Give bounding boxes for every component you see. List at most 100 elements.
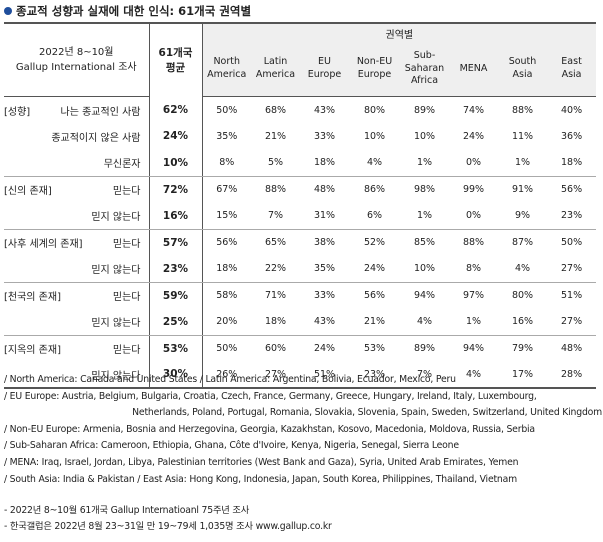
page-title: 종교적 성향과 실재에 대한 인식: 61개국 권역별: [4, 3, 251, 19]
value-cell: 43%: [300, 308, 349, 336]
value-cell: 24%: [313, 343, 336, 354]
note-line: / South Asia: India & Pakistan / East As…: [4, 473, 517, 485]
value-cell: 17%: [498, 361, 547, 389]
row-response: 믿지 않는다: [91, 265, 141, 276]
value-cell: 10%: [363, 130, 386, 142]
value-cell: 51%: [300, 361, 349, 389]
value-cell: 56%: [216, 237, 238, 248]
value-cell: 50%: [216, 343, 238, 354]
value-cell: 87%: [511, 237, 534, 248]
value-cell: 86%: [363, 184, 386, 195]
table-row: 믿지 않는다 30% 26% 27% 51% 23% 7% 4% 17% 28%: [4, 361, 597, 389]
avg-cell: 53%: [148, 335, 203, 362]
table-row: [성향] 나는 종교적인 사람 62% 50% 68% 43% 80% 89% 74% 88% 40…: [4, 96, 596, 123]
value-cell: 31%: [300, 202, 349, 230]
region-header-line: East: [561, 56, 582, 68]
avg-cell: 59%: [148, 282, 203, 309]
table-row: 무신론자 10% 8% 5% 18% 4% 1% 0% 1% 18%: [4, 149, 597, 177]
value-cell: 10%: [400, 255, 449, 283]
row-category: [지옥의 존재]: [4, 345, 61, 356]
value-cell: 80%: [511, 290, 534, 301]
region-header: MENA: [449, 42, 498, 97]
region-header-line: America: [255, 69, 296, 80]
value-cell: 0%: [449, 149, 498, 177]
value-cell: 33%: [313, 290, 336, 301]
row-response: 믿지 않는다: [91, 212, 141, 223]
value-cell: 4%: [400, 308, 449, 336]
table-row: [사후 세계의 존재] 믿는다 57% 56% 65% 38% 52% 85% 88% 87% 50…: [4, 229, 596, 256]
value-cell: 23%: [349, 361, 400, 389]
value-cell: 28%: [547, 361, 597, 389]
value-cell: 50%: [216, 104, 238, 116]
table-row: 종교적이지 않은 사람 24% 35% 21% 33% 10% 10% 24% 11% 36%: [4, 123, 596, 150]
avg-cell: 16%: [148, 202, 203, 230]
value-cell: 98%: [413, 184, 436, 195]
note-line: Netherlands, Poland, Portugal, Romania, …: [132, 407, 602, 419]
value-cell: 10%: [413, 130, 436, 142]
row-category: [신의 존재]: [4, 186, 52, 197]
row-response: 나는 종교적인 사람: [60, 106, 141, 118]
region-group-header: 권역별: [202, 22, 597, 42]
row-label: 믿지 않는다: [4, 255, 149, 283]
table-row: 믿지 않는다 25% 20% 18% 43% 21% 4% 1% 16% 27%: [4, 308, 597, 336]
value-cell: 38%: [313, 237, 336, 248]
row-label: 종교적이지 않은 사람: [4, 123, 149, 150]
row-label: 믿지 않는다: [4, 202, 149, 230]
value-cell: 91%: [511, 184, 534, 195]
value-cell: 1%: [498, 149, 547, 177]
value-cell: 53%: [363, 343, 386, 354]
value-cell: 1%: [400, 149, 449, 177]
value-cell: 0%: [449, 202, 498, 230]
row-label: [사후 세계의 존재] 믿는다: [4, 229, 149, 256]
value-cell: 26%: [202, 361, 251, 389]
row-response: 믿는다: [112, 292, 141, 303]
value-cell: 80%: [363, 104, 386, 116]
value-cell: 4%: [449, 361, 498, 389]
value-cell: 67%: [216, 184, 238, 195]
avg-header-line2: 평균: [165, 62, 186, 75]
table-corner: 2022년 8~10월 Gallup International 조사: [4, 22, 149, 97]
region-header-line: Europe: [307, 69, 342, 80]
value-cell: 88%: [511, 104, 534, 116]
value-cell: 88%: [462, 237, 485, 248]
row-response: 믿는다: [112, 186, 141, 197]
note-line: / North America: Canada and United State…: [4, 374, 456, 385]
region-header-line: Non-EU: [356, 56, 393, 68]
value-cell: 24%: [349, 255, 400, 283]
value-cell: 11%: [511, 130, 534, 142]
region-header-line: Asia: [561, 69, 582, 80]
value-cell: 4%: [349, 149, 400, 177]
value-cell: 99%: [462, 184, 485, 195]
avg-cell: 57%: [148, 229, 203, 256]
avg-cell: 25%: [148, 308, 203, 336]
value-cell: 22%: [251, 255, 300, 283]
note-line: / MENA: Iraq, Israel, Jordan, Libya, Pal…: [4, 456, 519, 468]
region-header-line: EU: [318, 56, 331, 68]
region-header: East Asia: [547, 42, 597, 97]
avg-cell: 62%: [148, 96, 203, 123]
row-label: [신의 존재] 믿는다: [4, 176, 149, 203]
region-notes: / North America: Canada and United State…: [4, 372, 602, 488]
value-cell: 85%: [413, 237, 436, 248]
value-cell: 71%: [264, 290, 287, 301]
value-cell: 21%: [264, 130, 287, 142]
note-line: / Sub-Saharan Africa: Cameroon, Ethiopia…: [4, 440, 459, 452]
value-cell: 27%: [251, 361, 300, 389]
avg-cell: 10%: [148, 149, 203, 177]
value-cell: 48%: [560, 343, 583, 354]
value-cell: 9%: [498, 202, 547, 230]
value-cell: 7%: [400, 361, 449, 389]
region-header-line: MENA: [459, 62, 488, 74]
value-cell: 97%: [462, 290, 485, 301]
region-header-line: Africa: [410, 75, 439, 87]
value-cell: 5%: [251, 149, 300, 177]
value-cell: 27%: [547, 255, 597, 283]
survey-footnotes: - 2022년 8~10월 61개국 Gallup Internatioanl …: [4, 503, 332, 535]
region-header: North America: [202, 42, 251, 97]
region-header-line: America: [207, 69, 247, 80]
value-cell: 74%: [462, 104, 485, 116]
region-header-line: North: [213, 56, 241, 68]
value-cell: 35%: [300, 255, 349, 283]
note-line: / Non-EU Europe: Armenia, Bosnia and Her…: [4, 423, 535, 435]
value-cell: 65%: [264, 237, 287, 248]
